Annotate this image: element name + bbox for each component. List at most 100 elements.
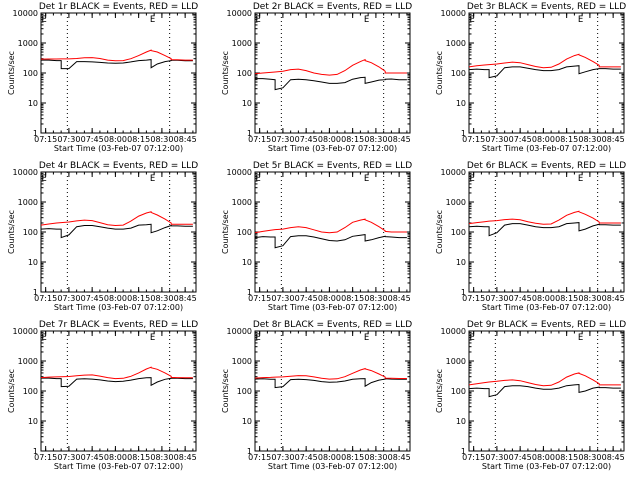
event-marker: E xyxy=(41,15,46,25)
chart-panel-4: Det 4r BLACK = Events, RED = LLD 1 10 100 10… xyxy=(7,161,198,312)
y-tick-label: 100 xyxy=(451,69,466,78)
series-line-events xyxy=(468,383,621,398)
x-axis-label: Start Time (03-Feb-07 07:12:00) xyxy=(482,144,611,153)
x-tick-label: 07:45 xyxy=(295,453,318,462)
y-tick-label: 1 xyxy=(247,447,252,456)
x-tick-label: 07:30 xyxy=(485,294,508,303)
event-marker: E xyxy=(469,15,474,25)
x-tick-label: 08:00 xyxy=(318,135,341,144)
y-tick-label: 1 xyxy=(33,129,38,138)
series-line-events xyxy=(468,222,621,237)
chart-title: Det 1r BLACK = Events, RED = LLD xyxy=(39,2,198,12)
x-axis-label: Start Time (03-Feb-07 07:12:00) xyxy=(268,462,397,471)
x-tick-label: 08:15 xyxy=(341,135,364,144)
y-tick-label: 100 xyxy=(23,69,38,78)
y-tick-label: 10000 xyxy=(441,168,466,177)
x-tick-label: 08:30 xyxy=(578,453,601,462)
y-axis-label: Counts/sec xyxy=(7,210,16,254)
y-tick-label: 100 xyxy=(237,228,252,237)
x-axis-label: Start Time (03-Feb-07 07:12:00) xyxy=(482,462,611,471)
event-marker: E xyxy=(469,174,474,184)
series-line-lld xyxy=(40,211,193,227)
x-axis-label: Start Time (03-Feb-07 07:12:00) xyxy=(268,144,397,153)
x-tick-label: 08:00 xyxy=(318,453,341,462)
chart-panel-3: Det 3r BLACK = Events, RED = LLD 1 10 100 10… xyxy=(435,2,626,153)
y-tick-label: 1000 xyxy=(18,39,38,48)
event-marker: E xyxy=(578,333,583,343)
x-axis-label: Start Time (03-Feb-07 07:12:00) xyxy=(54,462,183,471)
x-tick-label: 07:30 xyxy=(57,294,80,303)
y-tick-label: 100 xyxy=(23,228,38,237)
series-line-lld xyxy=(40,366,193,380)
y-tick-label: 1 xyxy=(461,129,466,138)
chart-title: Det 4r BLACK = Events, RED = LLD xyxy=(39,161,198,171)
x-tick-label: 07:45 xyxy=(295,135,318,144)
series-line-events xyxy=(41,59,193,70)
x-tick-label: 07:45 xyxy=(509,294,532,303)
x-tick-label: 08:30 xyxy=(364,135,387,144)
series-line-events xyxy=(468,65,621,79)
x-tick-label: 07:15 xyxy=(462,135,485,144)
event-marker: E xyxy=(255,333,260,343)
y-tick-label: 1000 xyxy=(446,39,466,48)
x-tick-label: 07:45 xyxy=(81,453,104,462)
y-tick-label: 10 xyxy=(28,99,38,108)
x-tick-label: 07:30 xyxy=(485,453,508,462)
y-tick-label: 1 xyxy=(461,447,466,456)
chart-title: Det 3r BLACK = Events, RED = LLD xyxy=(467,2,626,12)
y-tick-label: 1000 xyxy=(446,198,466,207)
x-tick-label: 07:30 xyxy=(485,135,508,144)
x-tick-label: 07:15 xyxy=(462,294,485,303)
y-tick-label: 10000 xyxy=(13,168,38,177)
x-tick-label: 07:15 xyxy=(248,453,271,462)
y-axis-label: Counts/sec xyxy=(221,369,230,413)
event-marker: E xyxy=(578,15,583,25)
y-tick-label: 1000 xyxy=(446,357,466,366)
x-tick-label: 08:45 xyxy=(174,453,197,462)
y-tick-label: 1000 xyxy=(18,198,38,207)
event-marker: E xyxy=(150,174,155,184)
y-tick-label: 10000 xyxy=(441,9,466,18)
y-tick-label: 1 xyxy=(33,447,38,456)
x-tick-label: 08:30 xyxy=(364,294,387,303)
x-tick-label: 08:15 xyxy=(555,135,578,144)
x-tick-label: 07:45 xyxy=(81,294,104,303)
x-tick-label: 07:45 xyxy=(295,294,318,303)
x-tick-label: 07:45 xyxy=(81,135,104,144)
event-marker: E xyxy=(150,333,155,343)
x-tick-label: 07:30 xyxy=(57,135,80,144)
event-marker: E xyxy=(578,174,583,184)
y-tick-label: 1 xyxy=(247,129,252,138)
chart-panel-6: Det 6r BLACK = Events, RED = LLD 1 10 100 10… xyxy=(435,161,626,312)
y-tick-label: 10 xyxy=(456,258,466,267)
x-tick-label: 07:45 xyxy=(509,453,532,462)
y-axis-label: Counts/sec xyxy=(435,369,444,413)
y-axis-label: Counts/sec xyxy=(435,51,444,95)
series-line-lld xyxy=(40,49,193,62)
y-tick-label: 10 xyxy=(242,258,252,267)
plot-frame xyxy=(40,171,197,293)
y-tick-label: 10000 xyxy=(441,327,466,336)
event-marker: E xyxy=(469,333,474,343)
x-tick-label: 08:00 xyxy=(104,135,127,144)
chart-title: Det 7r BLACK = Events, RED = LLD xyxy=(39,320,198,330)
x-tick-label: 08:45 xyxy=(174,135,197,144)
event-marker: E xyxy=(364,333,369,343)
x-tick-label: 08:45 xyxy=(388,135,411,144)
plot-frame xyxy=(468,12,625,134)
series-line-events xyxy=(41,377,193,388)
series-line-lld xyxy=(468,210,621,225)
x-tick-label: 08:30 xyxy=(150,135,173,144)
x-tick-label: 08:30 xyxy=(578,135,601,144)
chart-panel-2: Det 2r BLACK = Events, RED = LLD 1 10 100 10… xyxy=(221,2,412,153)
series-line-lld xyxy=(254,58,407,76)
y-tick-label: 1000 xyxy=(232,357,252,366)
plot-frame xyxy=(254,330,411,452)
x-tick-label: 08:00 xyxy=(318,294,341,303)
x-tick-label: 07:15 xyxy=(462,453,485,462)
x-tick-label: 07:30 xyxy=(57,453,80,462)
x-tick-label: 07:15 xyxy=(34,453,57,462)
y-axis-label: Counts/sec xyxy=(221,210,230,254)
x-tick-label: 08:15 xyxy=(341,294,364,303)
chart-title: Det 2r BLACK = Events, RED = LLD xyxy=(253,2,412,12)
